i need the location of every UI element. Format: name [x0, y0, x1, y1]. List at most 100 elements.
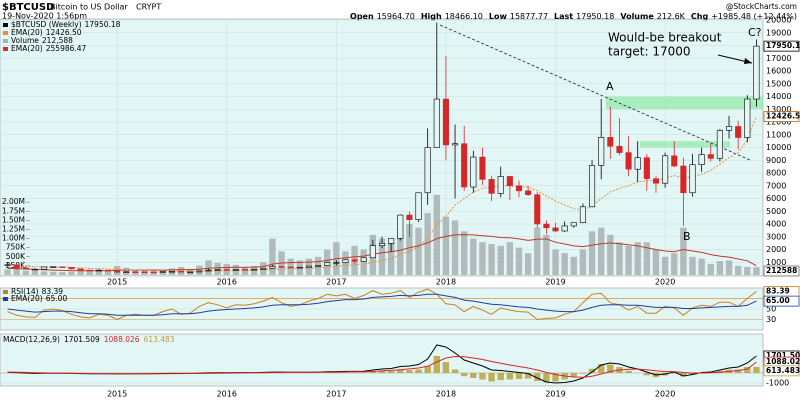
legend-value: 212,588 [42, 36, 73, 45]
bar [196, 265, 203, 275]
candle-body [479, 156, 486, 180]
y-tick-label: 15000 [766, 79, 791, 88]
legend-value: 83.39 [42, 287, 64, 296]
y-tick-label: 16000 [766, 67, 791, 76]
bar [543, 234, 550, 275]
bar [460, 231, 468, 275]
legend-name: MACD(12,26,9) [3, 335, 60, 344]
candle-body [369, 245, 376, 259]
candle-body [579, 206, 586, 224]
legend-swatch [3, 23, 8, 27]
bar [406, 370, 413, 373]
legend-name: $BTCUSD (Weekly) [11, 20, 82, 29]
bar [415, 369, 422, 373]
candle-body [260, 267, 267, 270]
quote-value: +1985.48 (+12.44%) [711, 12, 797, 21]
trendline [439, 24, 751, 161]
bar [753, 366, 760, 373]
quote-value: 15877.77 [510, 12, 548, 21]
bar [515, 373, 523, 379]
bar [597, 364, 605, 373]
candle-body [424, 147, 431, 194]
bar [424, 365, 431, 373]
value-tag: 1088.026 [766, 357, 800, 366]
y-tick-label: 4000 [766, 220, 786, 229]
bar [707, 264, 714, 275]
value-tag-box [763, 111, 800, 122]
bar [214, 262, 221, 275]
rsi-tick-label: 30 [766, 315, 776, 324]
bar [68, 271, 75, 275]
bar [123, 267, 130, 275]
bar [607, 364, 614, 373]
line [7, 293, 757, 316]
quote-label: Last [554, 12, 573, 21]
candle-body [616, 145, 623, 153]
bar [643, 373, 651, 376]
candle-body [744, 98, 751, 138]
line [7, 234, 757, 272]
bar [607, 234, 614, 275]
candle-body [342, 259, 349, 263]
legend-entry: EMA(20) 255986.47 [11, 44, 87, 53]
value-tag: 17950.18 [766, 41, 800, 50]
y-tick-label: 3000 [766, 232, 786, 241]
candle-body [753, 45, 760, 100]
quote-value: 17950.18 [576, 12, 614, 21]
bar [744, 266, 751, 275]
value-tag: 83.39 [766, 286, 790, 295]
bar [451, 220, 459, 275]
candle-body [324, 262, 331, 266]
value-tag: 613.483 [766, 366, 800, 375]
bar [369, 371, 377, 373]
bar [616, 242, 623, 275]
bar [725, 260, 733, 275]
candle-body [68, 267, 75, 270]
bar [241, 266, 249, 275]
y-tick-label: 14000 [766, 92, 791, 101]
legend-swatch [3, 31, 8, 35]
bar [716, 261, 724, 275]
x-tick-label: 2019 [545, 278, 565, 287]
bar [387, 242, 395, 275]
candle-body [515, 185, 523, 192]
bar [561, 253, 568, 275]
y-tick-label: 12000 [766, 118, 791, 127]
bar [497, 373, 504, 381]
candle-body [525, 190, 532, 195]
bar [460, 373, 468, 377]
bar [588, 231, 596, 275]
x-tick-label: 2015 [107, 390, 127, 399]
bar [689, 373, 696, 375]
quote-label: Low [489, 12, 508, 21]
bar [597, 227, 605, 275]
candle-body [196, 270, 203, 273]
candle-body [251, 268, 258, 271]
candle-body [388, 238, 395, 244]
x-tick-label: 2016 [217, 278, 237, 287]
bar [13, 268, 20, 275]
candle-body [315, 265, 322, 267]
bar [524, 253, 532, 275]
candle-body [378, 243, 386, 246]
legend-value: 1088.026 [104, 335, 140, 344]
candle-body [452, 143, 459, 146]
candle-body [689, 164, 696, 194]
candle-body [278, 266, 285, 268]
y-tick-label: 5000 [766, 207, 786, 216]
candle-body [59, 266, 66, 268]
bar [680, 373, 687, 377]
bar [497, 245, 504, 275]
bar [269, 238, 276, 275]
candle-body [132, 271, 139, 273]
candle-body [269, 266, 276, 269]
bar [333, 372, 340, 373]
legend-swatch [3, 47, 8, 51]
bar [579, 249, 587, 275]
exchange: CRYPT [136, 3, 161, 12]
candle-body [214, 269, 221, 271]
annotation: B [683, 230, 691, 243]
bar [552, 249, 559, 275]
bar [734, 265, 742, 275]
bar [442, 216, 450, 275]
